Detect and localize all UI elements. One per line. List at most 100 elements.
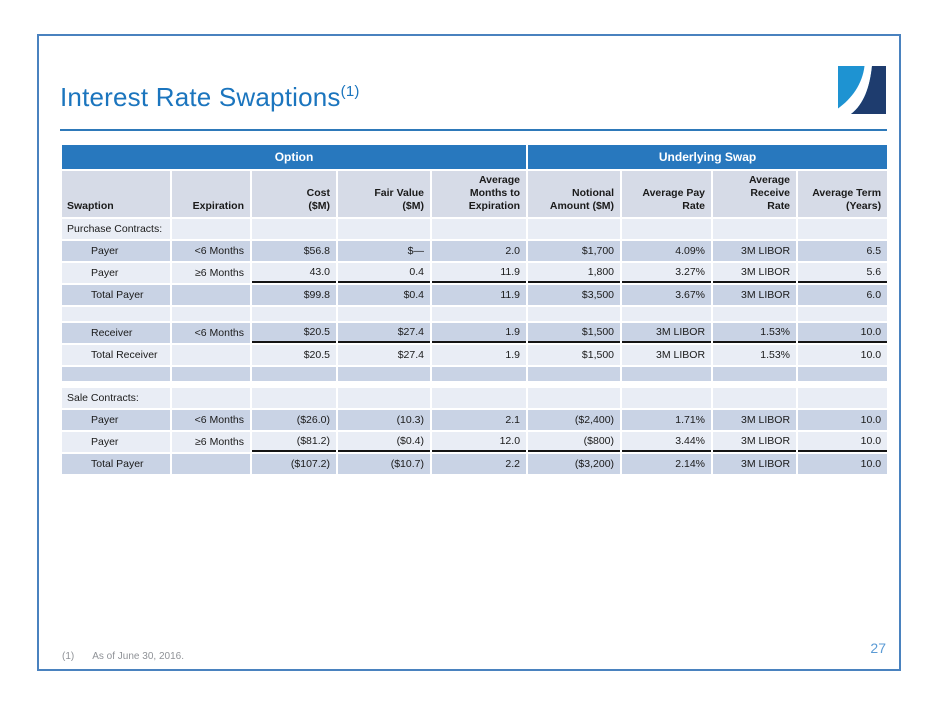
cell-average-term xyxy=(798,367,888,382)
cell-expiration xyxy=(172,219,250,240)
cell-average-term xyxy=(798,219,888,240)
cell-average: 3M LIBOR xyxy=(713,285,797,306)
cell-average: 1.9 xyxy=(432,323,527,344)
table-row: Total Payer ($107.2) ($10.7) 2.2 ($3,200) 2.1… xyxy=(62,454,888,475)
cell-average xyxy=(432,307,527,322)
spacer-row xyxy=(62,383,888,387)
cell-swaption: Payer xyxy=(62,241,170,262)
cell-swaption xyxy=(62,367,170,382)
cell-fair-value: 0.4 xyxy=(338,263,430,284)
cell-average: 3M LIBOR xyxy=(713,432,797,453)
table-header: Option Underlying Swap Swaption Expiration… xyxy=(62,145,888,218)
cell-average: 11.9 xyxy=(432,285,527,306)
cell-fair-value: ($10.7) xyxy=(338,454,430,475)
cell-cost: 43.0 xyxy=(252,263,336,284)
cell-average-pay: 2.14% xyxy=(622,454,712,475)
cell-cost: $20.5 xyxy=(252,323,336,344)
cell-average-pay: 1.71% xyxy=(622,410,712,431)
cell-average xyxy=(713,307,797,322)
empty-row xyxy=(62,367,888,382)
group-header-option: Option xyxy=(62,145,527,169)
cell-notional: ($3,200) xyxy=(528,454,621,475)
cell-expiration: <6 Months xyxy=(172,323,250,344)
cell-average xyxy=(432,219,527,240)
cell-average-pay: 3M LIBOR xyxy=(622,345,712,366)
cell-average-term: 10.0 xyxy=(798,323,888,344)
cell-expiration xyxy=(172,388,250,409)
cell-fair-value: ($0.4) xyxy=(338,432,430,453)
cell-swaption: Payer xyxy=(62,432,170,453)
cell-average: 1.53% xyxy=(713,323,797,344)
column-header-average: Average Receive Rate xyxy=(713,171,797,218)
cell-average xyxy=(432,367,527,382)
cell-cost: ($81.2) xyxy=(252,432,336,453)
section-row: Sale Contracts: xyxy=(62,388,888,409)
cell-cost: $99.8 xyxy=(252,285,336,306)
cell-notional: $1,500 xyxy=(528,345,621,366)
page-title-footnote-ref: (1) xyxy=(340,83,360,100)
cell-average-pay: 3M LIBOR xyxy=(622,323,712,344)
cell-average-term: 5.6 xyxy=(798,263,888,284)
cell-average-term: 10.0 xyxy=(798,410,888,431)
cell-swaption: Payer xyxy=(62,410,170,431)
cell-fair-value xyxy=(338,388,430,409)
cell-notional: $3,500 xyxy=(528,285,621,306)
empty-row xyxy=(62,307,888,322)
cell-average-term: 10.0 xyxy=(798,432,888,453)
cell-notional xyxy=(528,367,621,382)
swaptions-table: Option Underlying Swap Swaption Expiration… xyxy=(60,143,889,476)
cell-average xyxy=(713,219,797,240)
table-row: Payer ≥6 Months ($81.2) ($0.4) 12.0 ($800) 3.4… xyxy=(62,432,888,453)
column-header-average-term: Average Term (Years) xyxy=(798,171,888,218)
cell-average: 2.2 xyxy=(432,454,527,475)
cell-average-term: 10.0 xyxy=(798,345,888,366)
cell-cost: ($107.2) xyxy=(252,454,336,475)
cell-fair-value: $0.4 xyxy=(338,285,430,306)
cell-fair-value: (10.3) xyxy=(338,410,430,431)
footnote: (1) As of June 30, 2016. xyxy=(62,651,184,662)
cell-average: 2.1 xyxy=(432,410,527,431)
cell-notional: $1,500 xyxy=(528,323,621,344)
cell-notional xyxy=(528,307,621,322)
cell-expiration: <6 Months xyxy=(172,241,250,262)
table-column-header-row: Swaption Expiration Cost ($M) Fair Value ($… xyxy=(62,171,888,218)
column-header-average: Average Months to Expiration xyxy=(432,171,527,218)
table-row: Payer <6 Months ($26.0) (10.3) 2.1 ($2,400) 1.… xyxy=(62,410,888,431)
company-logo-icon xyxy=(838,66,886,114)
column-header-swaption: Swaption xyxy=(62,171,170,218)
table-body: Purchase Contracts: Payer <6 Months $56.8 $—… xyxy=(62,219,888,475)
table-row: Receiver <6 Months $20.5 $27.4 1.9 $1,500 3M L… xyxy=(62,323,888,344)
cell-cost: $20.5 xyxy=(252,345,336,366)
column-header-fair-value: Fair Value ($M) xyxy=(338,171,430,218)
table-row: Total Payer $99.8 $0.4 11.9 $3,500 3.67% 3M LI… xyxy=(62,285,888,306)
title-divider xyxy=(60,129,887,131)
cell-fair-value xyxy=(338,367,430,382)
cell-average-pay: 3.27% xyxy=(622,263,712,284)
cell-average: 2.0 xyxy=(432,241,527,262)
cell-average xyxy=(432,388,527,409)
cell-swaption: Sale Contracts: xyxy=(62,388,170,409)
table-row: Payer ≥6 Months 43.0 0.4 11.9 1,800 3.27% 3M LI… xyxy=(62,263,888,284)
group-header-underlying-swap: Underlying Swap xyxy=(528,145,888,169)
cell-swaption: Receiver xyxy=(62,323,170,344)
cell-notional: ($2,400) xyxy=(528,410,621,431)
cell-average-term xyxy=(798,307,888,322)
cell-swaption: Total Receiver xyxy=(62,345,170,366)
page-number: 27 xyxy=(870,640,886,656)
table-row: Payer <6 Months $56.8 $— 2.0 $1,700 4.09% 3M LI… xyxy=(62,241,888,262)
cell-swaption: Payer xyxy=(62,263,170,284)
column-header-average-pay: Average Pay Rate xyxy=(622,171,712,218)
cell-average-pay xyxy=(622,367,712,382)
cell-expiration: ≥6 Months xyxy=(172,432,250,453)
cell-notional: 1,800 xyxy=(528,263,621,284)
cell-cost xyxy=(252,219,336,240)
cell-average xyxy=(713,367,797,382)
cell-notional xyxy=(528,219,621,240)
cell-average: 12.0 xyxy=(432,432,527,453)
cell-average-pay: 3.67% xyxy=(622,285,712,306)
cell-cost: ($26.0) xyxy=(252,410,336,431)
cell-fair-value: $27.4 xyxy=(338,323,430,344)
cell-cost: $56.8 xyxy=(252,241,336,262)
cell-fair-value: $— xyxy=(338,241,430,262)
cell-swaption xyxy=(62,307,170,322)
